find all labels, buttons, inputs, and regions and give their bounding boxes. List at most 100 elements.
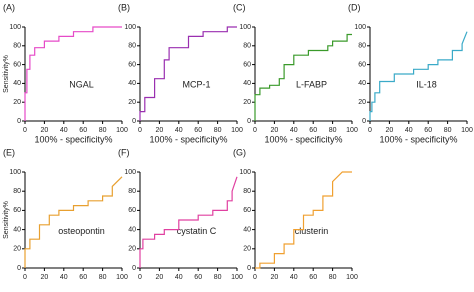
x-tick-label: 20: [156, 274, 164, 281]
x-tick-label: 20: [41, 274, 49, 281]
y-tick-label: 40: [128, 80, 136, 87]
x-tick-label: 20: [156, 127, 164, 134]
x-tick-label: 40: [290, 127, 298, 134]
panel-label: (G): [233, 147, 246, 157]
y-tick-label: 40: [358, 80, 366, 87]
y-tick-label: 20: [13, 99, 21, 106]
annotation: NGAL: [69, 80, 94, 90]
x-tick-label: 0: [138, 274, 142, 281]
y-tick-label: 40: [128, 226, 136, 233]
x-tick-label: 80: [214, 274, 222, 281]
y-tick-label: 100: [124, 169, 136, 176]
x-tick-label: 60: [194, 127, 202, 134]
panel-label: (C): [233, 2, 246, 12]
panel-label: (D): [348, 2, 361, 12]
x-tick-label: 40: [405, 127, 413, 134]
roc-curve: [255, 171, 352, 269]
y-tick-label: 60: [243, 61, 251, 68]
y-tick-label: 60: [128, 207, 136, 214]
x-tick-label: 0: [23, 127, 27, 134]
annotation: IL-18: [416, 80, 437, 90]
x-tick-label: 100: [346, 274, 358, 281]
y-tick-label: 0: [362, 118, 366, 125]
x-tick-label: 100: [116, 274, 128, 281]
y-tick-label: 100: [9, 24, 21, 31]
x-tick-label: 80: [99, 274, 107, 281]
roc-curve: [369, 31, 468, 121]
x-tick-label: 40: [60, 127, 68, 134]
x-axis-label: 100% - specificity%: [34, 134, 112, 144]
y-tick-label: 100: [239, 169, 251, 176]
x-tick-label: 80: [329, 274, 337, 281]
panel-label: (B): [118, 2, 130, 12]
y-tick-label: 40: [13, 226, 21, 233]
y-tick-label: 80: [358, 43, 366, 50]
annotation: MCP-1: [182, 80, 210, 90]
x-tick-label: 100: [346, 127, 358, 134]
y-tick-label: 100: [124, 24, 136, 31]
x-axis-label: 100% - specificity%: [379, 134, 457, 144]
x-tick-label: 20: [41, 127, 49, 134]
y-tick-label: 40: [243, 80, 251, 87]
y-tick-label: 20: [128, 246, 136, 253]
x-tick-label: 20: [271, 274, 279, 281]
y-tick-label: 40: [13, 80, 21, 87]
x-tick-label: 0: [23, 274, 27, 281]
x-tick-label: 60: [309, 274, 317, 281]
panel-label: (F): [118, 147, 130, 157]
panel-label: (E): [3, 147, 15, 157]
y-tick-label: 80: [128, 43, 136, 50]
y-tick-label: 100: [354, 24, 366, 31]
y-axis-label: Sensitivity%: [3, 55, 10, 93]
x-tick-label: 20: [386, 127, 394, 134]
annotation: clusterin: [295, 226, 329, 236]
y-tick-label: 0: [247, 265, 251, 272]
y-tick-label: 0: [247, 118, 251, 125]
y-tick-label: 20: [243, 246, 251, 253]
roc-curve: [254, 33, 352, 121]
x-tick-label: 80: [214, 127, 222, 134]
y-tick-label: 100: [9, 169, 21, 176]
x-tick-label: 100: [116, 127, 128, 134]
panel-label: (A): [3, 2, 15, 12]
y-tick-label: 0: [132, 265, 136, 272]
x-tick-label: 100: [231, 274, 243, 281]
roc-curve: [24, 176, 123, 268]
y-tick-label: 60: [13, 207, 21, 214]
y-tick-label: 20: [128, 99, 136, 106]
y-tick-label: 20: [243, 99, 251, 106]
x-tick-label: 60: [194, 274, 202, 281]
y-tick-label: 80: [243, 43, 251, 50]
x-tick-label: 60: [79, 127, 87, 134]
y-tick-label: 80: [13, 43, 21, 50]
x-tick-label: 40: [60, 274, 68, 281]
y-tick-label: 60: [358, 61, 366, 68]
y-tick-label: 100: [239, 24, 251, 31]
x-tick-label: 60: [424, 127, 432, 134]
y-tick-label: 80: [13, 188, 21, 195]
x-tick-label: 80: [329, 127, 337, 134]
x-tick-label: 40: [290, 274, 298, 281]
x-axis-label: 100% - specificity%: [149, 134, 227, 144]
roc-curve: [139, 176, 238, 268]
x-tick-label: 100: [461, 127, 473, 134]
x-tick-label: 0: [253, 127, 257, 134]
x-tick-label: 80: [99, 127, 107, 134]
x-axis-label: 100% - specificity%: [264, 134, 342, 144]
annotation: cystatin C: [177, 226, 217, 236]
x-tick-label: 40: [175, 274, 183, 281]
y-tick-label: 0: [17, 265, 21, 272]
y-tick-label: 60: [13, 61, 21, 68]
x-tick-label: 0: [253, 274, 257, 281]
y-axis-label: Sensitivity%: [3, 201, 10, 239]
y-tick-label: 20: [358, 99, 366, 106]
y-tick-label: 0: [17, 118, 21, 125]
roc-curve: [139, 26, 237, 121]
x-tick-label: 60: [79, 274, 87, 281]
y-tick-label: 20: [13, 246, 21, 253]
x-tick-label: 40: [175, 127, 183, 134]
x-tick-label: 0: [368, 127, 372, 134]
y-tick-label: 80: [243, 188, 251, 195]
x-tick-label: 20: [271, 127, 279, 134]
